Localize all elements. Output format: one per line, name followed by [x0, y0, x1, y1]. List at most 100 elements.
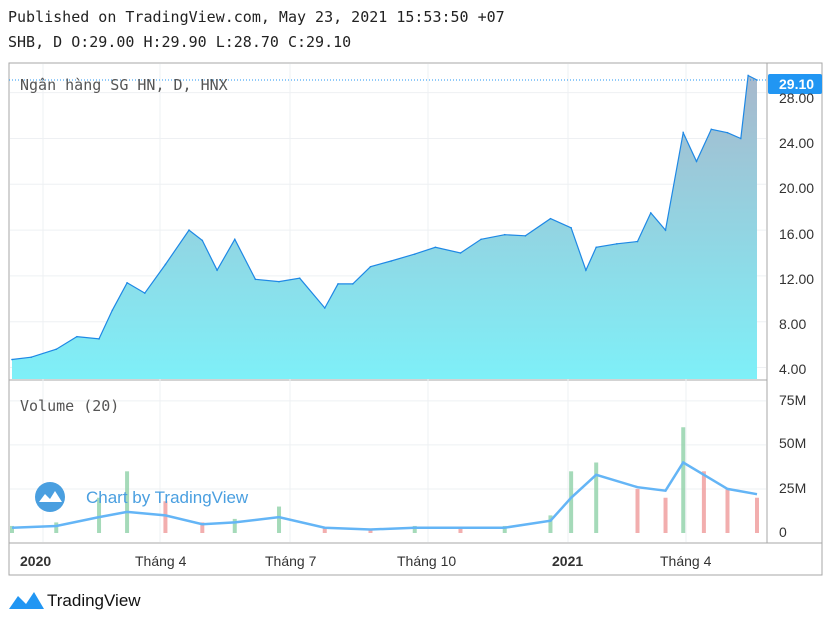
price-point: [747, 74, 749, 77]
price-point: [164, 263, 167, 266]
price-tick: 4.00: [779, 361, 806, 377]
volume-ma: [11, 460, 758, 531]
price-tick: 28.00: [779, 90, 814, 106]
price-point: [595, 246, 597, 249]
price-point: [682, 131, 685, 134]
volume-bar: [458, 527, 463, 533]
volume-bar: [725, 488, 730, 533]
price-point: [351, 283, 354, 285]
price-point: [664, 229, 667, 231]
price-point: [636, 240, 639, 243]
volume-label: Volume (20): [20, 397, 119, 415]
publish-info: Published on TradingView.com, May 23, 20…: [8, 8, 505, 26]
time-tick: Tháng 10: [397, 553, 456, 569]
price-point: [126, 281, 128, 284]
volume-bar: [635, 488, 640, 533]
price-point: [549, 217, 552, 220]
watermark-text: Chart by TradingView: [86, 488, 249, 507]
chart-frame: [8, 62, 823, 576]
tradingview-logo-text: TradingView: [47, 591, 141, 610]
price-area-fill: [12, 75, 757, 379]
last-price-label: 29.10: [779, 76, 814, 92]
price-point: [503, 233, 506, 236]
price-line: [11, 74, 758, 361]
footer-brand[interactable]: TradingView: [9, 591, 141, 610]
price-point: [434, 246, 437, 249]
volume-bar: [232, 518, 237, 533]
price-point: [524, 235, 527, 237]
price-point: [337, 283, 339, 285]
volume-axis: 75M 50M 25M 0: [779, 392, 806, 540]
price-point: [201, 239, 204, 242]
price-tick: 20.00: [779, 180, 814, 196]
price-point: [739, 137, 742, 140]
volume-tick: 50M: [779, 435, 806, 451]
price-point: [413, 253, 416, 255]
price-point: [616, 243, 618, 245]
volume-bar: [163, 501, 168, 533]
volume-bar: [548, 515, 553, 533]
price-axis: 28.00 24.00 20.00 16.00 12.00 8.00 4.00: [779, 90, 814, 377]
tradingview-logo-icon: [9, 592, 44, 609]
price-point: [726, 131, 729, 134]
price-point: [323, 307, 326, 309]
price-point: [216, 269, 218, 271]
price-point: [480, 238, 482, 241]
time-tick: Tháng 4: [135, 553, 187, 569]
time-axis: 2020 Tháng 4 Tháng 7 Tháng 10 2021 Tháng…: [20, 553, 712, 569]
volume-bars: [10, 427, 759, 533]
price-point: [55, 348, 58, 351]
volume-bar: [54, 522, 59, 533]
price-point: [143, 292, 146, 294]
price-point: [459, 252, 462, 254]
volume-bar: [594, 462, 599, 533]
last-price-label-bg: [768, 74, 822, 94]
volume-bar: [755, 497, 759, 533]
price-point: [710, 128, 713, 131]
volume-tick: 0: [779, 524, 787, 540]
price-point: [369, 265, 372, 268]
volume-bar: [569, 471, 574, 533]
price-point: [188, 229, 190, 231]
volume-bar: [663, 497, 668, 533]
price-point: [98, 338, 100, 340]
volume-bar: [97, 497, 102, 533]
volume-bar: [322, 527, 327, 533]
symbol-label: Ngân hàng SG HN, D, HNX: [20, 76, 228, 94]
price-point: [585, 269, 587, 271]
volume-ma-line: [11, 460, 758, 531]
ohlc-info: SHB, D O:29.00 H:29.90 L:28.70 C:29.10: [8, 33, 352, 51]
price-point: [278, 280, 280, 283]
price-point: [649, 212, 652, 214]
volume-bar: [200, 522, 205, 533]
price-tick: 12.00: [779, 271, 814, 287]
time-tick: Tháng 7: [265, 553, 317, 569]
price-point: [390, 260, 392, 262]
time-tick: 2020: [20, 553, 51, 569]
volume-tick: 75M: [779, 392, 806, 408]
volume-bar: [502, 525, 507, 533]
volume-bar: [10, 525, 14, 533]
price-point: [570, 227, 572, 229]
price-point: [11, 358, 13, 361]
price-point: [254, 278, 257, 281]
volume-bar: [125, 471, 130, 533]
price-point: [76, 335, 78, 338]
volume-bar: [412, 525, 417, 533]
price-point: [298, 277, 301, 280]
time-tick: Tháng 4: [660, 553, 712, 569]
volume-tick: 25M: [779, 480, 806, 496]
time-tick: 2021: [552, 553, 583, 569]
price-point: [233, 238, 236, 241]
cloud-icon: [39, 491, 62, 502]
price-tick: 24.00: [779, 135, 814, 151]
price-area: [11, 74, 758, 379]
price-point: [111, 309, 114, 312]
price-tick: 16.00: [779, 226, 814, 242]
volume-bar: [277, 506, 282, 533]
price-point: [695, 160, 698, 163]
volume-bar: [368, 529, 373, 533]
volume-bar: [701, 471, 706, 533]
price-point: [30, 356, 32, 359]
